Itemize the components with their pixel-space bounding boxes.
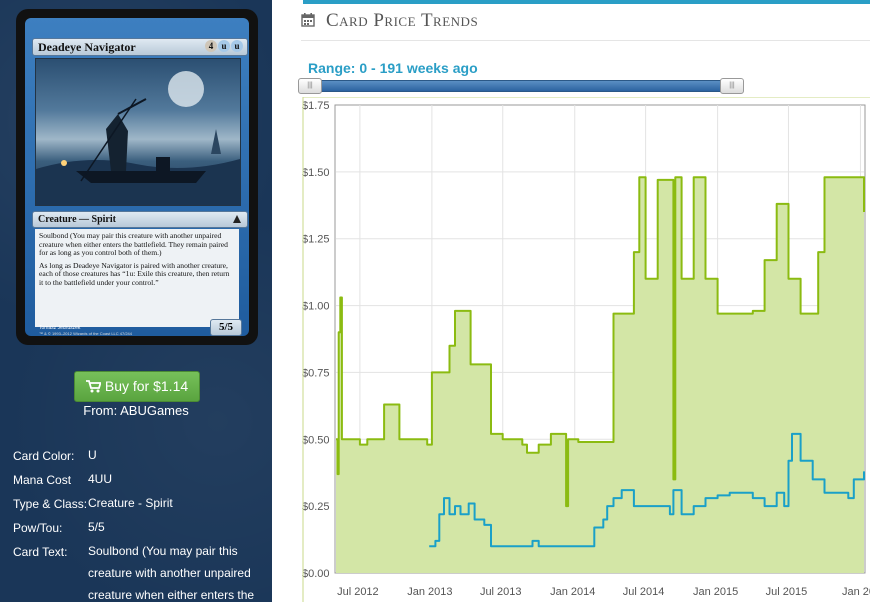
date-range-slider[interactable]: ||| |||	[298, 78, 744, 94]
series-areas	[336, 177, 864, 573]
slider-handle-start[interactable]: |||	[298, 78, 322, 94]
blue-mana-icon: u	[218, 40, 230, 52]
from-label: From:	[83, 403, 118, 418]
y-tick-label: $0.00	[302, 568, 330, 580]
attr-label-type: Type & Class:	[13, 497, 88, 511]
y-tick-label: $0.25	[302, 501, 330, 513]
slider-handle-end[interactable]: |||	[720, 78, 744, 94]
card-artist: Tomasz Jedruszek	[39, 325, 81, 331]
series-line-blue	[429, 432, 865, 548]
shopping-cart-icon	[85, 380, 102, 393]
x-tick-label: Jan 2015	[693, 586, 738, 598]
card-image: Deadeye Navigator 4 u u	[16, 9, 258, 345]
calendar-icon	[301, 13, 315, 27]
card-frame: Deadeye Navigator 4 u u	[25, 18, 249, 336]
y-tick-label: $0.75	[302, 367, 330, 379]
seller-info: From: ABUGames	[0, 403, 272, 418]
y-tick-label: $1.25	[302, 234, 330, 246]
card-type-line: Creature — Spirit	[38, 214, 116, 225]
buy-button[interactable]: Buy for $1.14	[74, 371, 200, 402]
title-divider	[301, 40, 870, 41]
y-tick-label: $1.00	[302, 301, 330, 313]
buy-button-label: Buy for $1.14	[104, 378, 189, 394]
series-lines	[336, 176, 865, 548]
section-title: Card Price Trends	[326, 10, 479, 31]
x-tick-label: Jul 2015	[766, 586, 808, 598]
card-rules-text-box: Soulbond (You may pair this creature wit…	[35, 229, 239, 327]
store-name: ABUGames	[120, 403, 189, 418]
attr-value-mana-cost: 4UU	[88, 472, 113, 486]
attr-value-card-text: Soulbond (You may pair this creature wit…	[88, 544, 255, 602]
card-power-toughness: 5/5	[210, 319, 242, 336]
price-trend-chart: $1.75 $1.50 $1.25 $1.00 $0.75 $0.50 $0.25 $0.00…	[302, 97, 870, 602]
series-area-green	[336, 177, 864, 573]
x-tick-label: Jul 2014	[623, 586, 665, 598]
mana-cost-symbols: 4 u u	[205, 40, 243, 52]
attr-label-mana-cost: Mana Cost	[13, 473, 72, 487]
attr-value-type: Creature - Spirit	[88, 496, 173, 510]
x-tick-label: Jan 2013	[407, 586, 452, 598]
accent-top-bar	[303, 0, 870, 4]
card-rules-paragraph: As long as Deadeye Navigator is paired w…	[39, 260, 230, 287]
y-tick-label: $1.50	[302, 167, 330, 179]
y-tick-label: $1.75	[302, 100, 330, 112]
generic-mana-icon: 4	[205, 40, 217, 52]
card-name-bar: Deadeye Navigator 4 u u	[32, 38, 248, 56]
attr-label-color: Card Color:	[13, 449, 75, 463]
x-tick-label: Jul 2013	[480, 586, 522, 598]
attr-value-color: U	[88, 448, 97, 462]
card-type-bar: Creature — Spirit	[32, 211, 248, 228]
range-label: Range: 0 - 191 weeks ago	[308, 60, 478, 76]
card-rules-paragraph: Soulbond (You may pair this creature wit…	[39, 231, 228, 258]
card-info-panel: Deadeye Navigator 4 u u	[0, 0, 272, 602]
series-line-green	[336, 176, 865, 508]
set-symbol-icon	[233, 215, 241, 223]
x-tick-label: Jan 20	[842, 586, 870, 598]
x-tick-label: Jul 2012	[337, 586, 379, 598]
card-name: Deadeye Navigator	[38, 40, 136, 54]
attr-label-pow-tou: Pow/Tou:	[13, 521, 63, 535]
y-axis-ticks: $1.75 $1.50 $1.25 $1.00 $0.75 $0.50 $0.25 $0.00	[302, 100, 330, 580]
x-tick-label: Jan 2014	[550, 586, 595, 598]
attr-label-card-text: Card Text:	[13, 545, 68, 559]
attr-value-pow-tou: 5/5	[88, 520, 105, 534]
card-copyright: ™ & © 1993–2012 Wizards of the Coast LLC…	[39, 331, 133, 336]
y-tick-label: $0.50	[302, 434, 330, 446]
x-axis-ticks: Jul 2012 Jan 2013 Jul 2013 Jan 2014 Jul 2014…	[337, 586, 870, 598]
card-artwork	[35, 58, 241, 206]
blue-mana-icon: u	[231, 40, 243, 52]
